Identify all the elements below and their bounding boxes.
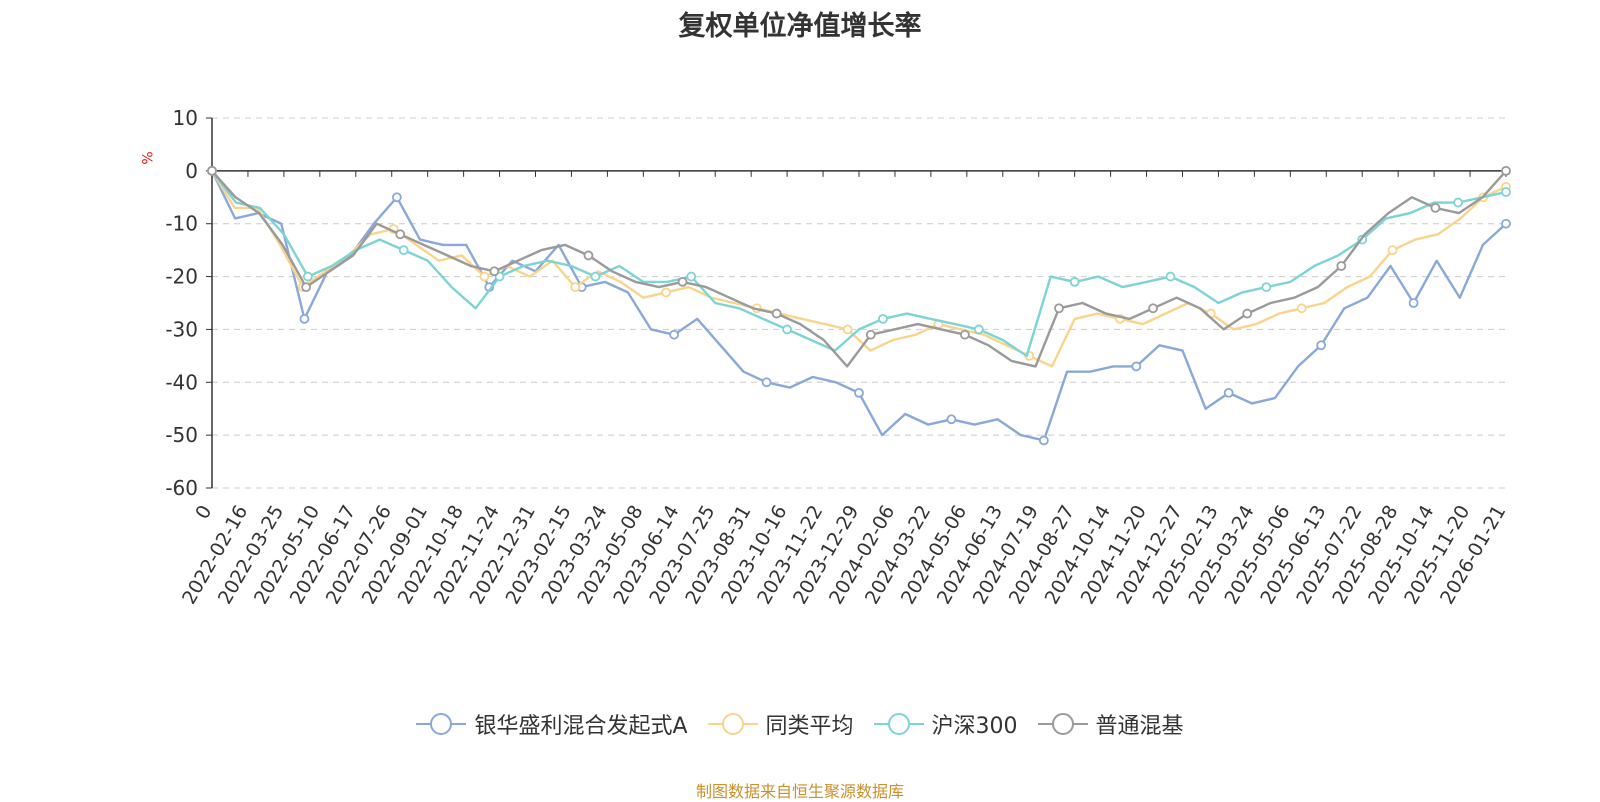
series-3-point	[1336, 261, 1347, 271]
series-2-point	[302, 271, 313, 282]
series-3-point	[1242, 308, 1253, 319]
series-0-point	[946, 414, 957, 425]
series-line-1	[210, 170, 1507, 368]
legend-label: 沪深300	[931, 714, 1018, 739]
legend-item-2[interactable]: 沪深300	[873, 708, 1018, 740]
series-line-3	[211, 170, 1507, 368]
series-3-point	[207, 165, 217, 176]
series-3-point	[395, 229, 406, 240]
series-3-point	[677, 276, 688, 287]
legend-item-3[interactable]: 普通混基	[1037, 708, 1184, 740]
legend-line-circle-icon	[873, 713, 924, 735]
series-3-point	[865, 329, 876, 340]
series-2-point	[782, 324, 793, 335]
series-3-point	[1501, 165, 1511, 176]
series-0-point	[854, 387, 864, 398]
series-2-point	[1453, 197, 1463, 208]
data-source-note: 制图数据来自恒生聚源数据库	[695, 782, 904, 801]
y-tick-label: -50	[165, 423, 198, 447]
series-1-point	[1387, 245, 1398, 256]
series-1-point	[661, 287, 671, 298]
y-tick-label: -60	[165, 476, 198, 500]
series-3-point	[1430, 202, 1441, 213]
y-tick-label: -40	[165, 370, 198, 394]
y-tick-label: -20	[165, 265, 198, 289]
legend-line-circle-icon	[416, 713, 467, 735]
series-0-point	[391, 192, 402, 203]
series-3-point	[583, 250, 594, 261]
legend-item-1[interactable]: 同类平均	[707, 708, 854, 740]
series-2-point	[878, 313, 888, 324]
y-tick-label: 10	[173, 106, 198, 130]
series-2-point	[398, 245, 409, 256]
series-2-point	[1501, 187, 1511, 197]
series-0-point	[761, 377, 772, 388]
series-1-point	[842, 324, 853, 335]
series-3-point	[1148, 303, 1158, 314]
series-0-point	[1316, 340, 1327, 351]
series-0-point	[1501, 218, 1511, 229]
series-1-point	[1296, 303, 1307, 314]
series-2-point	[1069, 276, 1080, 287]
series-line-2	[211, 170, 1507, 358]
legend-label: 银华盛利混合发起式A	[474, 714, 688, 739]
legend-label: 同类平均	[765, 714, 854, 739]
chart-legend: 银华盛利混合发起式A 同类平均 沪深300 普通混基	[0, 708, 1600, 740]
series-0-point	[1131, 361, 1142, 372]
series-2-point	[973, 324, 984, 335]
series-1-point	[570, 282, 581, 293]
series-2-point	[1261, 282, 1272, 293]
series-3-point	[1054, 303, 1064, 314]
y-tick-label: -10	[165, 212, 198, 236]
series-3-point	[489, 266, 500, 277]
legend-line-circle-icon	[1037, 713, 1088, 735]
series-2-point	[686, 271, 697, 282]
y-tick-label: -30	[165, 317, 198, 341]
legend-line-circle-icon	[707, 713, 758, 735]
series-0-point	[299, 313, 310, 324]
series-2-point	[590, 271, 601, 282]
legend-label: 普通混基	[1095, 714, 1184, 739]
series-0-point	[1223, 387, 1234, 398]
series-3-point	[301, 282, 312, 293]
series-2-point	[1165, 271, 1176, 282]
series-0-point	[1408, 298, 1419, 308]
x-tick-label: 0	[191, 502, 216, 523]
series-0-point	[669, 329, 680, 340]
series-1-point	[479, 271, 490, 282]
line-chart: 100-10-20-30-40-50-6002022-02-162022-03-…	[165, 106, 1511, 608]
chart-title: 复权单位净值增长率	[678, 11, 922, 42]
y-tick-label: 0	[185, 159, 198, 183]
series-0-point	[1038, 435, 1049, 446]
series-3-point	[771, 308, 782, 319]
series-3-point	[959, 329, 970, 340]
legend-item-0[interactable]: 银华盛利混合发起式A	[416, 708, 688, 740]
